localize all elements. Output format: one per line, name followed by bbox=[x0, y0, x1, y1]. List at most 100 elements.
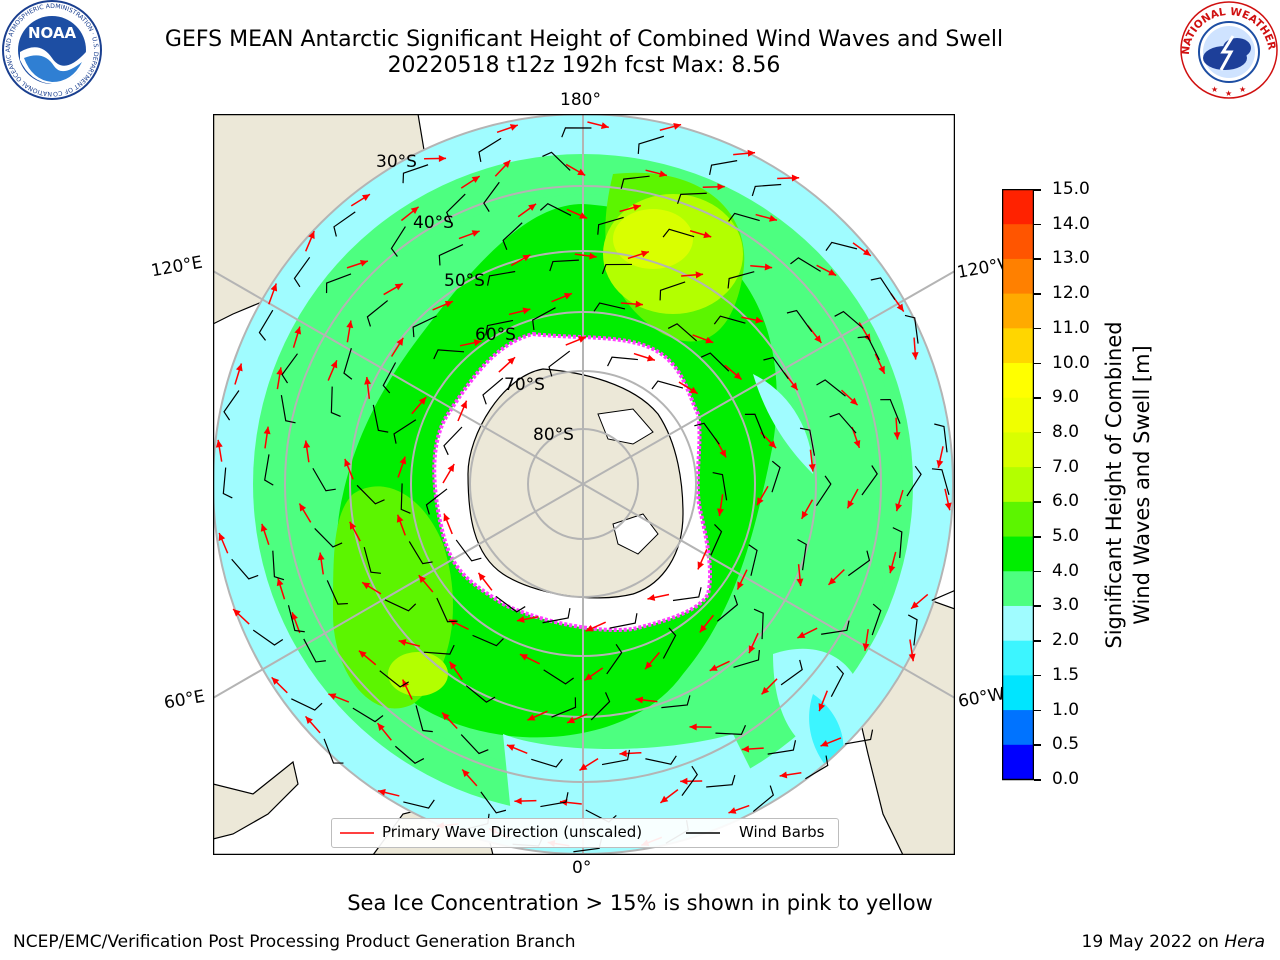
wave-direction-arrowhead bbox=[847, 500, 854, 509]
wave-direction-arrowhead bbox=[471, 176, 480, 183]
wind-barb bbox=[805, 755, 829, 780]
wave-direction-arrowhead bbox=[862, 643, 870, 651]
svg-text:★: ★ bbox=[1225, 89, 1232, 98]
wind-barb bbox=[752, 785, 775, 813]
wave-direction-arrowhead bbox=[801, 510, 809, 519]
wind-barb bbox=[366, 300, 389, 327]
wave-direction-arrowhead bbox=[528, 203, 537, 211]
wave-direction-arrowhead bbox=[294, 326, 302, 335]
wave-direction-arrowhead bbox=[215, 439, 223, 448]
wind-barb bbox=[502, 222, 523, 250]
colorbar-bin bbox=[1002, 293, 1034, 329]
wind-barb bbox=[906, 465, 922, 497]
wave-direction-arrowhead bbox=[761, 686, 770, 695]
wave-direction-arrowhead bbox=[577, 168, 586, 176]
wave-direction-arrowhead bbox=[438, 155, 447, 163]
wave-direction-arrowhead bbox=[862, 248, 871, 256]
colorbar-bin bbox=[1002, 223, 1034, 259]
wind-barb bbox=[931, 580, 955, 601]
colorbar-label-line1: Significant Height of Combined bbox=[1102, 321, 1126, 649]
nws-logo: NATIONAL WEATHER SERVICE ★★★ bbox=[1175, 0, 1278, 99]
wind-barb bbox=[425, 488, 448, 515]
wave-direction-arrowhead bbox=[473, 339, 482, 347]
colorbar-tick-label: 5.0 bbox=[1052, 526, 1080, 547]
footer-date-text: 19 May 2022 on bbox=[1081, 932, 1225, 952]
wind-barb bbox=[593, 302, 626, 312]
wave-direction-arrowhead bbox=[791, 174, 800, 182]
wave-direction-arrowhead bbox=[888, 565, 896, 574]
wind-barb bbox=[667, 323, 698, 342]
wind-barb bbox=[465, 685, 496, 703]
colorbar-tick-mark bbox=[1034, 258, 1041, 260]
wave-direction-arrowhead bbox=[673, 123, 682, 130]
wind-barb bbox=[753, 608, 764, 640]
noaa-logo: NATIONAL OCEANIC AND ATMOSPHERIC ADMINIS… bbox=[0, 0, 102, 100]
wind-barb bbox=[672, 587, 702, 602]
wave-direction-arrowhead bbox=[619, 750, 627, 757]
wind-barb bbox=[287, 605, 305, 633]
wind-barb bbox=[763, 356, 789, 380]
colorbar-bin bbox=[1002, 744, 1034, 780]
wind-barb bbox=[480, 791, 507, 814]
wave-direction-arrowhead bbox=[680, 777, 688, 785]
wind-barb bbox=[712, 471, 728, 501]
wave-direction-arrowhead bbox=[589, 252, 597, 260]
wave-direction-arrowhead bbox=[908, 653, 916, 662]
wind-barb bbox=[606, 643, 623, 675]
lat-label-50s: 50°S bbox=[444, 271, 485, 291]
wind-barb bbox=[446, 193, 466, 222]
wave-direction-arrowhead bbox=[689, 386, 698, 394]
wind-barb bbox=[830, 665, 845, 697]
colorbar-tick-label: 0.5 bbox=[1052, 734, 1080, 755]
wave-direction-arrowhead bbox=[396, 514, 404, 523]
wind-barb bbox=[495, 595, 526, 613]
wave-direction-arrowhead bbox=[270, 283, 278, 292]
wave-direction-arrowhead bbox=[741, 745, 750, 753]
lat-label-80s: 80°S bbox=[533, 425, 574, 445]
wave-direction-arrowhead bbox=[460, 400, 467, 409]
wind-barb bbox=[280, 395, 296, 424]
colorbar-tick-label: 11.0 bbox=[1052, 317, 1090, 338]
wind-barb bbox=[637, 135, 665, 154]
wind-barb bbox=[620, 175, 650, 189]
wind-barb bbox=[433, 349, 465, 360]
wave-direction-arrowhead bbox=[578, 336, 587, 343]
wave-direction-arrowhead bbox=[398, 639, 407, 646]
graticule bbox=[213, 114, 955, 855]
wind-barb bbox=[815, 475, 832, 507]
wave-direction-arrowhead bbox=[828, 577, 837, 585]
wave-direction-arrowhead bbox=[478, 572, 486, 581]
wind-barb bbox=[590, 692, 611, 721]
wind-barb bbox=[390, 226, 406, 257]
colorbar-label: Significant Height of Combined Wind Wave… bbox=[1100, 225, 1156, 745]
footer-machine-name: Hera bbox=[1224, 932, 1265, 952]
colorbar-tick-label: 14.0 bbox=[1052, 213, 1090, 234]
wave-direction-arrowhead bbox=[502, 160, 511, 168]
wave-direction-arrowhead bbox=[377, 723, 385, 731]
colorbar-tick-label: 15.0 bbox=[1052, 179, 1090, 199]
wave-direction-arrowhead bbox=[276, 578, 284, 587]
wave-direction-arrowhead bbox=[344, 458, 351, 467]
lat-label-70s: 70°S bbox=[504, 375, 545, 395]
wind-barb bbox=[771, 460, 781, 493]
colorbar-tick-label: 1.0 bbox=[1052, 699, 1080, 720]
colorbar-tick-label: 3.0 bbox=[1052, 595, 1080, 616]
wind-barb bbox=[543, 669, 574, 685]
wind-barb bbox=[531, 758, 563, 768]
wind-barb bbox=[861, 465, 878, 496]
colorbar-tick-mark bbox=[1034, 640, 1041, 642]
wave-direction-arrowhead bbox=[717, 183, 725, 191]
wave-direction-arrowhead bbox=[362, 582, 371, 590]
wave-direction-arrowhead bbox=[522, 307, 531, 315]
wind-barb bbox=[797, 538, 807, 571]
wind-barb bbox=[767, 740, 797, 755]
wind-barb bbox=[231, 558, 259, 580]
wind-barb bbox=[870, 277, 896, 300]
wave-direction-arrowhead bbox=[462, 769, 470, 778]
wind-barb bbox=[372, 404, 389, 433]
wind-barb bbox=[478, 137, 502, 163]
wind-barb bbox=[408, 541, 433, 565]
colorbar-tick-label: 6.0 bbox=[1052, 491, 1080, 512]
colorbar-tick-mark bbox=[1034, 362, 1041, 365]
wave-direction-arrowhead bbox=[346, 320, 354, 329]
